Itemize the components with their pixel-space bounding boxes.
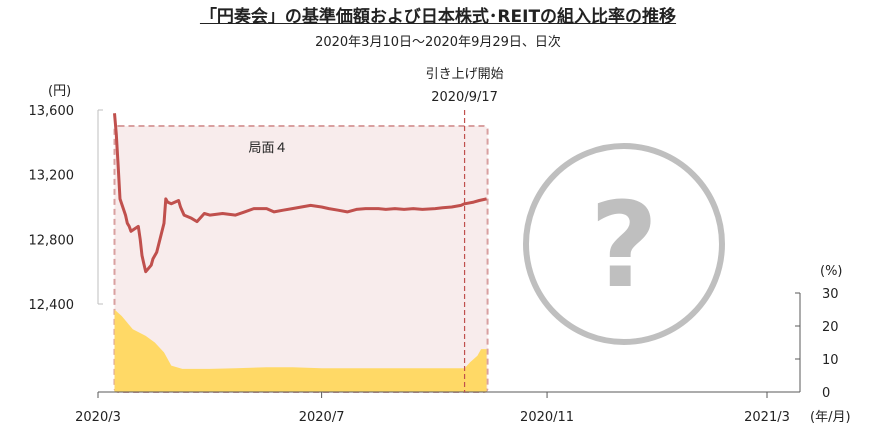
x-axis-tick-label: 2020/3 xyxy=(75,410,121,425)
event-label-1: 引き上げ開始 xyxy=(426,67,504,82)
x-axis-tick-label: 2021/3 xyxy=(744,410,790,425)
left-axis-tick-label: 13,600 xyxy=(29,104,75,119)
phase-box xyxy=(113,125,489,393)
x-axis-tick-label: 2020/11 xyxy=(520,410,574,425)
chart-title: 「円奏会」の基準価額および日本株式･REITの組入比率の推移 xyxy=(199,7,677,27)
left-axis-tick-label: 13,200 xyxy=(29,169,75,184)
right-axis-tick-label: 20 xyxy=(822,320,839,335)
question-mark: ? xyxy=(590,176,658,314)
right-axis-unit: (%) xyxy=(820,264,843,279)
nav-price-line xyxy=(113,113,487,274)
phase-label: 局面４ xyxy=(248,141,287,156)
right-axis-tick-label: 0 xyxy=(822,386,830,401)
left-axis-tick-label: 12,800 xyxy=(29,233,75,248)
x-axis-unit: (年/月) xyxy=(810,410,851,425)
equity-ratio-area xyxy=(114,309,487,392)
question-circle xyxy=(523,143,725,345)
left-axis-unit: (円) xyxy=(48,84,71,99)
left-axis-tick-label: 12,400 xyxy=(29,298,75,313)
right-axis-tick-label: 10 xyxy=(822,353,839,368)
event-label-2: 2020/9/17 xyxy=(431,90,498,105)
right-axis-tick-label: 30 xyxy=(822,287,839,302)
chart-subtitle: 2020年3月10日～2020年9月29日、日次 xyxy=(315,35,561,50)
x-axis-tick-label: 2020/7 xyxy=(299,410,345,425)
